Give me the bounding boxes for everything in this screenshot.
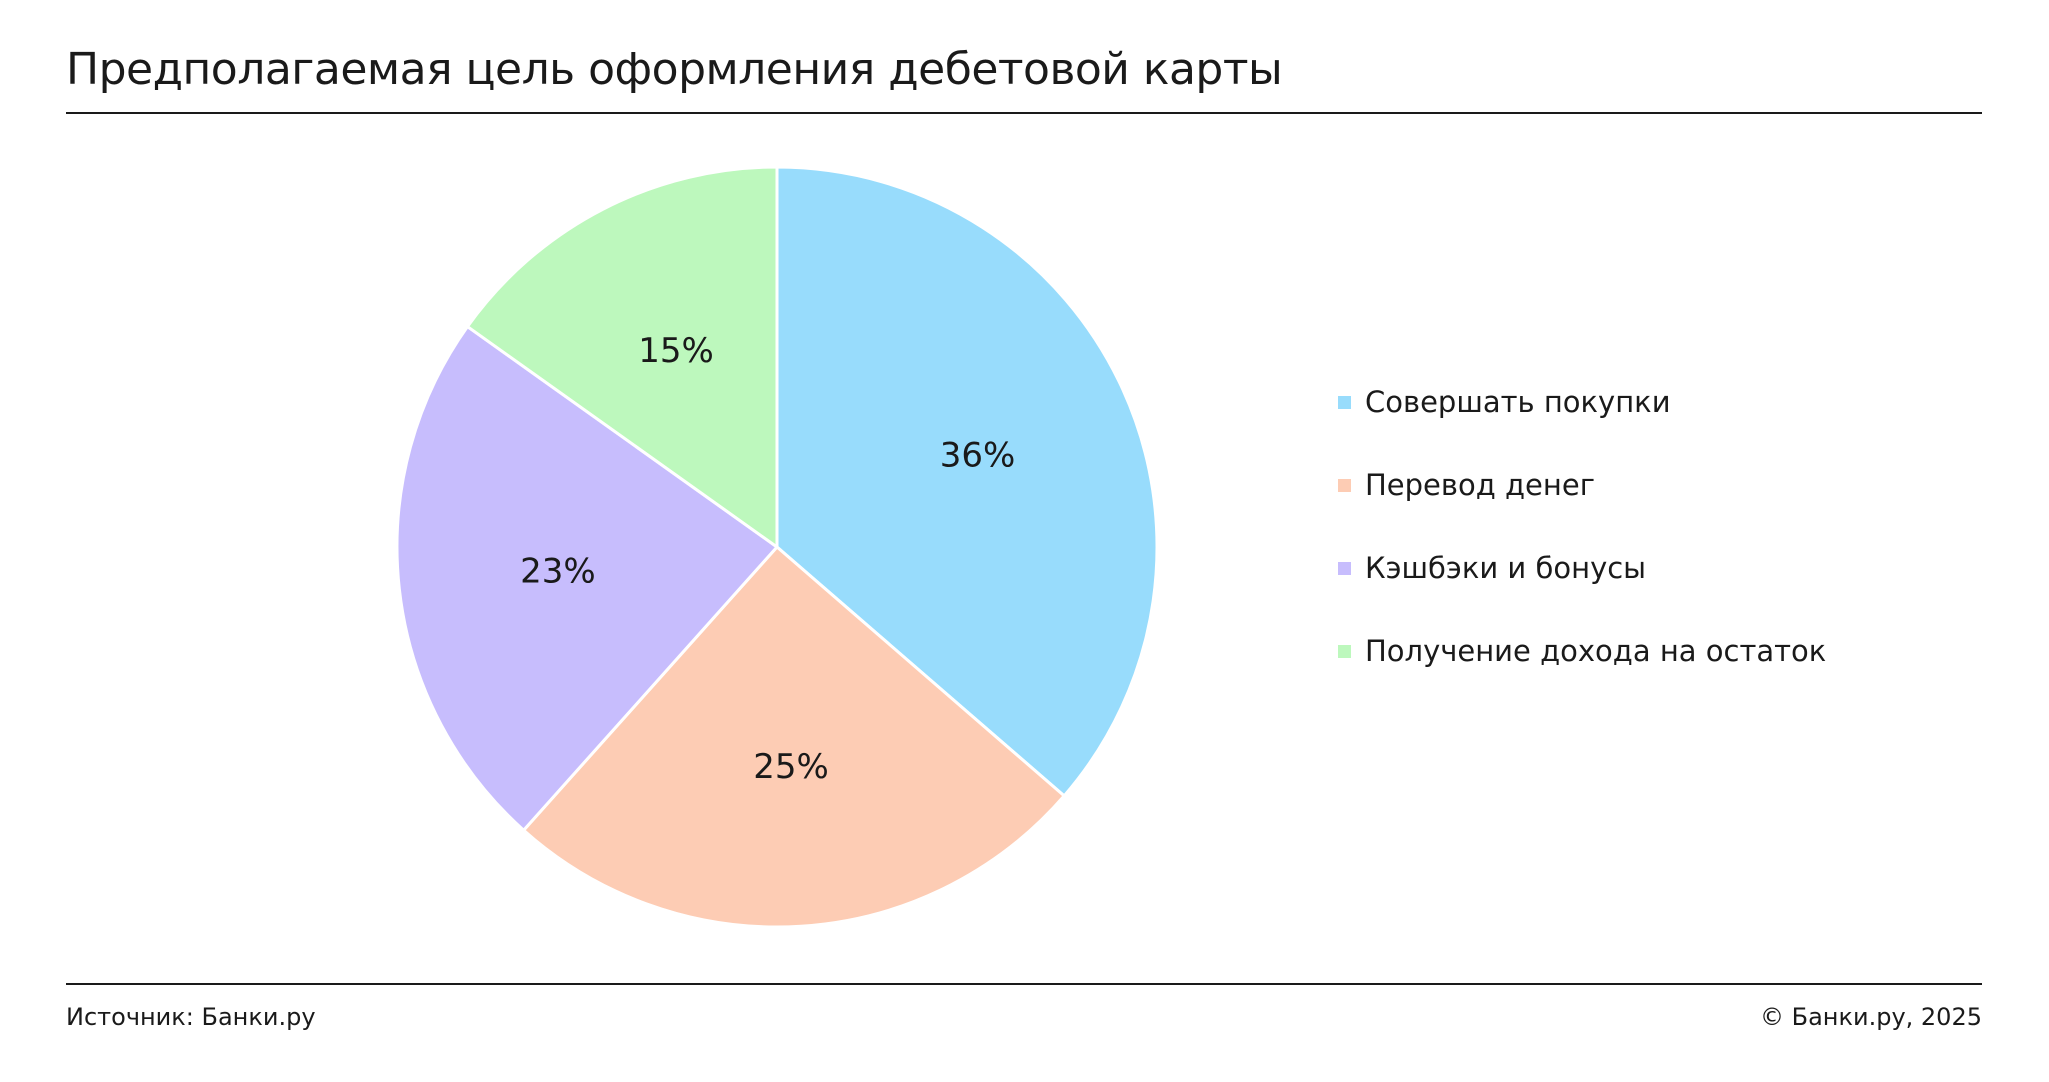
pie-value-label-cashback: 23% — [520, 551, 596, 591]
legend-item-transfers: Перевод денег — [1338, 465, 1826, 505]
source-note: Источник: Банки.ру — [66, 1003, 316, 1031]
title-divider — [66, 112, 1982, 114]
pie-slice-purchases — [775, 165, 1159, 798]
pie-slice-interest — [465, 165, 779, 549]
legend-item-cashback: Кэшбэки и бонусы — [1338, 548, 1826, 588]
legend-label-purchases: Совершать покупки — [1365, 385, 1671, 419]
chart-legend: Совершать покупки Перевод денег Кэшбэки … — [1338, 382, 1826, 714]
legend-label-transfers: Перевод денег — [1365, 468, 1595, 502]
legend-label-cashback: Кэшбэки и бонусы — [1365, 551, 1647, 585]
copyright-note: © Банки.ру, 2025 — [1760, 1003, 1982, 1031]
pie-value-label-purchases: 36% — [940, 435, 1016, 475]
legend-swatch-purchases — [1338, 395, 1351, 409]
pie-value-labels: 36% 25% 23% 15% — [520, 331, 1015, 787]
legend-swatch-transfers — [1338, 478, 1351, 492]
pie-slice-cashback — [395, 325, 779, 832]
legend-item-interest: Получение дохода на остаток — [1338, 631, 1826, 671]
chart-title: Предполагаемая цель оформления дебетовой… — [66, 44, 1283, 95]
legend-swatch-interest — [1338, 644, 1351, 658]
legend-label-interest: Получение дохода на остаток — [1365, 634, 1827, 668]
legend-swatch-cashback — [1338, 561, 1351, 575]
pie-value-label-transfers: 25% — [753, 747, 829, 787]
legend-item-purchases: Совершать покупки — [1338, 382, 1826, 422]
pie-slices — [395, 165, 1159, 929]
footer-divider — [66, 983, 1982, 985]
pie-slice-transfers — [522, 545, 1066, 929]
pie-value-label-interest: 15% — [638, 331, 714, 371]
